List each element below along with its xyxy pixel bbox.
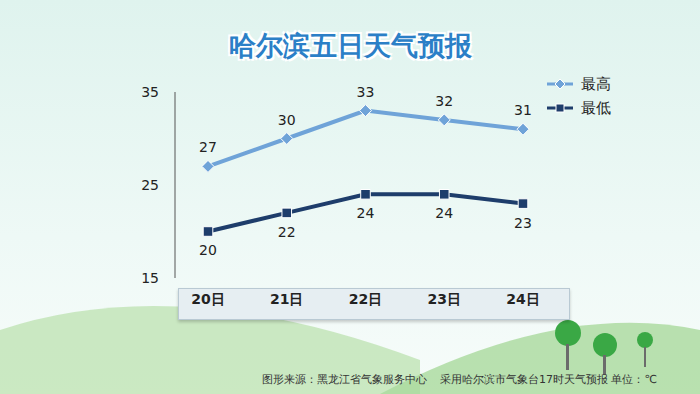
- svg-text:23: 23: [514, 215, 532, 231]
- svg-text:24: 24: [435, 205, 453, 221]
- html-text:哈尔滨五日天气预报: 哈尔滨五日天气预报: [228, 30, 472, 61]
- svg-text:24日: 24日: [506, 291, 539, 307]
- svg-text:27: 27: [199, 139, 217, 155]
- svg-text:22日: 22日: [349, 291, 382, 307]
- svg-text:21日: 21日: [270, 291, 303, 307]
- html-text:最高: 最高: [581, 74, 611, 93]
- svg-text:33: 33: [357, 84, 375, 100]
- svg-text:24: 24: [357, 205, 375, 221]
- svg-text:23日: 23日: [428, 291, 461, 307]
- svg-text:20日: 20日: [191, 291, 224, 307]
- svg-text:31: 31: [514, 102, 532, 118]
- svg-text:32: 32: [435, 93, 453, 109]
- svg-text:20: 20: [199, 242, 217, 258]
- html-text:图形来源：黑龙江省气象服务中心: 图形来源：黑龙江省气象服务中心: [262, 373, 427, 386]
- html-text:采用哈尔滨市气象台17时天气预报 单位：℃: 采用哈尔滨市气象台17时天气预报 单位：℃: [440, 373, 657, 386]
- svg-text:15: 15: [141, 270, 159, 286]
- svg-text:30: 30: [278, 112, 296, 128]
- svg-text:25: 25: [141, 177, 159, 193]
- svg-text:22: 22: [278, 224, 296, 240]
- html-text:最低: 最低: [581, 98, 611, 117]
- svg-text:35: 35: [141, 84, 159, 100]
